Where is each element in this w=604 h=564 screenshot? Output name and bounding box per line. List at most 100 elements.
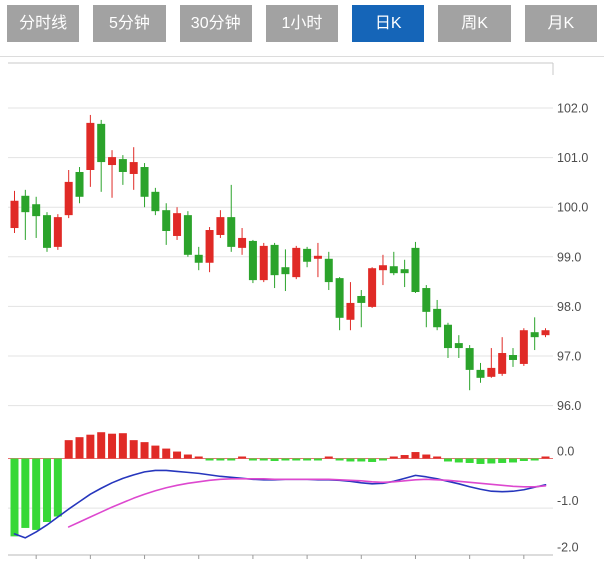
candle-body: [313, 255, 322, 259]
candle-body: [183, 215, 192, 255]
macd-histogram-bar: [357, 458, 366, 462]
y-axis-label: 98.0: [557, 300, 581, 314]
candle-body: [465, 348, 474, 370]
candle-body: [411, 247, 420, 293]
macd-histogram-bar: [118, 433, 127, 459]
y-axis-label: 96.0: [557, 399, 581, 413]
candle-body: [10, 200, 19, 229]
candle-body: [259, 245, 268, 281]
candle-body: [238, 237, 247, 248]
candle-body: [53, 217, 62, 247]
candle-body: [303, 248, 312, 262]
tab-daily-k[interactable]: 日K: [352, 5, 425, 42]
candle-body: [357, 295, 366, 303]
candle-body: [64, 181, 73, 216]
candle-body: [194, 254, 203, 263]
macd-histogram-bar: [75, 437, 84, 459]
tab-1hour[interactable]: 1小时: [265, 5, 339, 42]
macd-histogram-bar: [378, 458, 387, 461]
candle-body: [368, 268, 377, 307]
macd-histogram-bar: [140, 442, 149, 459]
candle-body: [140, 167, 149, 197]
macd-histogram-bar: [498, 458, 507, 463]
candle-body: [151, 191, 160, 212]
macd-histogram-bar: [238, 456, 247, 459]
dif-line: [13, 469, 547, 539]
macd-histogram-bar: [183, 454, 192, 459]
macd-histogram-bar: [281, 458, 290, 461]
macd-y-axis-label: -2.0: [557, 541, 579, 555]
macd-histogram-bar: [270, 458, 279, 461]
candle-body: [389, 266, 398, 274]
candle-body: [292, 247, 301, 278]
tab-minute-line[interactable]: 分时线: [7, 5, 80, 42]
macd-histogram-bar: [162, 448, 171, 459]
candle-body: [270, 244, 279, 276]
candle-body: [75, 171, 84, 197]
y-axis-label: 97.0: [557, 350, 581, 364]
macd-histogram-bar: [541, 456, 550, 459]
macd-histogram-bar: [97, 432, 106, 459]
tab-weekly-k[interactable]: 周K: [438, 5, 511, 42]
macd-histogram-bar: [324, 456, 333, 459]
macd-histogram-bar: [21, 458, 30, 528]
macd-histogram-bar: [335, 458, 344, 461]
macd-histogram-bar: [389, 456, 398, 459]
y-axis-label: 102.0: [557, 102, 588, 116]
macd-histogram-bar: [86, 434, 95, 459]
macd-histogram-bar: [227, 458, 236, 461]
macd-histogram-bar: [313, 458, 322, 461]
candle-body: [173, 213, 182, 236]
macd-y-axis-label: 0.0: [557, 445, 574, 459]
macd-histogram-bar: [487, 458, 496, 464]
macd-histogram-bar: [303, 458, 312, 461]
candle-body: [32, 204, 41, 217]
candle-body: [476, 369, 485, 378]
macd-histogram-bar: [368, 458, 377, 462]
macd-histogram-bar: [422, 454, 431, 459]
candle-body: [509, 355, 518, 360]
y-axis-label: 101.0: [557, 151, 588, 165]
candle-body: [281, 267, 290, 275]
candle-body: [454, 343, 463, 349]
candle-body: [498, 353, 507, 374]
tab-5min[interactable]: 5分钟: [93, 5, 166, 42]
macd-histogram-bar: [519, 458, 528, 461]
timeframe-tabbar: 分时线 5分钟 30分钟 1小时 日K 周K 月K: [0, 0, 604, 42]
candle-body: [378, 265, 387, 271]
tab-30min[interactable]: 30分钟: [179, 5, 252, 42]
candle-body: [162, 210, 171, 232]
macd-histogram-bar: [129, 440, 138, 459]
macd-histogram-bar: [10, 458, 19, 537]
chart-area: 102.0 101.0 100.0 99.0 98.0 97.0 96.0 0.0 -1.0 -2…: [0, 57, 604, 559]
macd-histogram-bar: [259, 458, 268, 461]
macd-histogram-bar: [53, 458, 62, 517]
kline-macd-chart[interactable]: 102.0 101.0 100.0 99.0 98.0 97.0 96.0 0.0 -1.0 -2…: [0, 57, 604, 559]
candle-body: [97, 123, 106, 163]
macd-histogram-bar: [194, 456, 203, 459]
candle-body: [205, 230, 214, 263]
candle-body: [433, 308, 442, 328]
candle-body: [21, 195, 30, 213]
macd-histogram-bar: [205, 458, 214, 461]
macd-histogram-bar: [108, 433, 117, 459]
macd-histogram-bar: [173, 451, 182, 459]
macd-histogram-bar: [443, 458, 452, 462]
macd-histogram-bar: [292, 458, 301, 461]
tab-monthly-k[interactable]: 月K: [524, 5, 597, 42]
candle-body: [129, 162, 138, 174]
y-axis-label: 99.0: [557, 250, 581, 264]
macd-y-axis-label: -1.0: [557, 494, 579, 508]
dea-line: [67, 478, 547, 528]
candle-body: [108, 157, 117, 166]
macd-histogram-bar: [509, 458, 518, 463]
macd-histogram-bar: [43, 458, 52, 522]
macd-histogram-bar: [530, 458, 539, 461]
macd-histogram-bar: [433, 456, 442, 459]
candle-body: [86, 122, 95, 170]
candle-body: [422, 288, 431, 312]
candle-body: [346, 302, 355, 320]
macd-histogram-bar: [400, 455, 409, 459]
macd-histogram-bar: [411, 452, 420, 459]
macd-histogram-bar: [346, 458, 355, 462]
